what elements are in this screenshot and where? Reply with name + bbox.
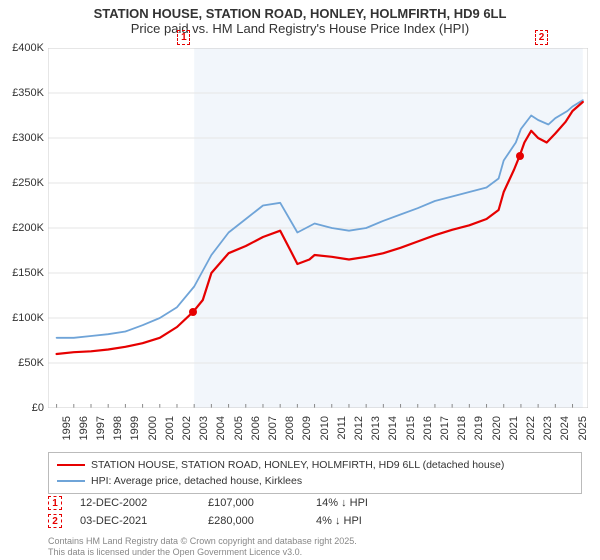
x-tick-label: 2021 xyxy=(508,416,520,440)
x-tick-label: 1996 xyxy=(78,416,90,440)
x-tick-label: 2012 xyxy=(353,416,365,440)
marker-date-0: 12-DEC-2002 xyxy=(80,497,190,509)
x-tick-label: 1995 xyxy=(61,416,73,440)
x-tick-label: 2003 xyxy=(198,416,210,440)
legend-swatch-0 xyxy=(57,464,85,466)
marker-dot xyxy=(189,308,197,316)
x-tick-label: 2004 xyxy=(215,416,227,440)
marker-callout: 2 xyxy=(535,30,548,45)
marker-num-0: 1 xyxy=(48,496,62,510)
y-tick-label: £50K xyxy=(18,357,44,369)
marker-date-1: 03-DEC-2021 xyxy=(80,515,190,527)
footer-line-2: This data is licensed under the Open Gov… xyxy=(48,547,357,558)
marker-row-0: 1 12-DEC-2002 £107,000 14% ↓ HPI xyxy=(48,494,582,512)
legend-swatch-1 xyxy=(57,480,85,482)
y-tick-label: £0 xyxy=(32,402,44,414)
x-tick-label: 1997 xyxy=(95,416,107,440)
x-tick-label: 2001 xyxy=(164,416,176,440)
footer-line-1: Contains HM Land Registry data © Crown c… xyxy=(48,536,357,547)
x-tick-label: 2002 xyxy=(181,416,193,440)
title-line-2: Price paid vs. HM Land Registry's House … xyxy=(10,21,590,36)
legend-label-1: HPI: Average price, detached house, Kirk… xyxy=(91,473,302,489)
marker-table: 1 12-DEC-2002 £107,000 14% ↓ HPI 2 03-DE… xyxy=(48,494,582,530)
y-axis-labels: £0£50K£100K£150K£200K£250K£300K£350K£400… xyxy=(0,48,46,408)
x-tick-label: 2022 xyxy=(525,416,537,440)
legend-item-1: HPI: Average price, detached house, Kirk… xyxy=(57,473,573,489)
y-tick-label: £100K xyxy=(12,312,44,324)
marker-diff-0: 14% ↓ HPI xyxy=(316,497,436,509)
x-tick-label: 2024 xyxy=(559,416,571,440)
x-tick-label: 2011 xyxy=(336,416,348,440)
marker-price-1: £280,000 xyxy=(208,515,298,527)
y-tick-label: £200K xyxy=(12,222,44,234)
footer: Contains HM Land Registry data © Crown c… xyxy=(48,536,357,558)
marker-callout: 1 xyxy=(177,30,190,45)
x-tick-label: 2014 xyxy=(387,416,399,440)
x-tick-label: 2016 xyxy=(422,416,434,440)
x-tick-label: 2008 xyxy=(284,416,296,440)
x-tick-label: 2017 xyxy=(439,416,451,440)
marker-diff-1: 4% ↓ HPI xyxy=(316,515,436,527)
legend-label-0: STATION HOUSE, STATION ROAD, HONLEY, HOL… xyxy=(91,457,504,473)
x-tick-label: 2005 xyxy=(233,416,245,440)
x-tick-label: 2013 xyxy=(370,416,382,440)
chart-svg xyxy=(48,48,588,408)
y-tick-label: £400K xyxy=(12,42,44,54)
x-tick-label: 2009 xyxy=(301,416,313,440)
chart-title: STATION HOUSE, STATION ROAD, HONLEY, HOL… xyxy=(0,0,600,38)
x-tick-label: 2018 xyxy=(456,416,468,440)
x-tick-label: 1998 xyxy=(112,416,124,440)
x-tick-label: 2020 xyxy=(491,416,503,440)
y-tick-label: £250K xyxy=(12,177,44,189)
y-tick-label: £300K xyxy=(12,132,44,144)
legend-item-0: STATION HOUSE, STATION ROAD, HONLEY, HOL… xyxy=(57,457,573,473)
x-tick-label: 1999 xyxy=(129,416,141,440)
marker-row-1: 2 03-DEC-2021 £280,000 4% ↓ HPI xyxy=(48,512,582,530)
x-tick-label: 2000 xyxy=(147,416,159,440)
y-tick-label: £150K xyxy=(12,267,44,279)
x-tick-label: 2023 xyxy=(542,416,554,440)
x-tick-label: 2019 xyxy=(473,416,485,440)
x-tick-label: 2015 xyxy=(405,416,417,440)
x-tick-label: 2025 xyxy=(577,416,589,440)
y-tick-label: £350K xyxy=(12,87,44,99)
title-line-1: STATION HOUSE, STATION ROAD, HONLEY, HOL… xyxy=(10,6,590,21)
chart-container: STATION HOUSE, STATION ROAD, HONLEY, HOL… xyxy=(0,0,600,560)
x-tick-label: 2006 xyxy=(250,416,262,440)
marker-price-0: £107,000 xyxy=(208,497,298,509)
marker-num-1: 2 xyxy=(48,514,62,528)
plot-area: 12 xyxy=(48,48,588,408)
legend: STATION HOUSE, STATION ROAD, HONLEY, HOL… xyxy=(48,452,582,494)
x-axis-labels: 1995 1996 1997 1998 1999 2000 2001 2002 2003 2004… xyxy=(48,410,588,450)
marker-dot xyxy=(516,152,524,160)
x-tick-label: 2007 xyxy=(267,416,279,440)
x-tick-label: 2010 xyxy=(319,416,331,440)
